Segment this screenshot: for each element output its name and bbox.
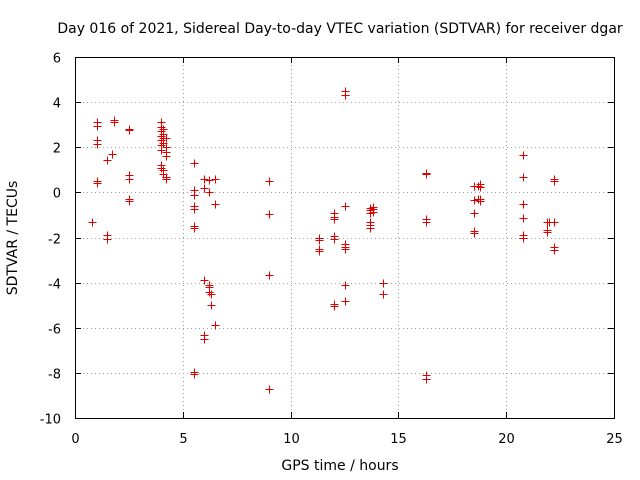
data-point-marker — [200, 335, 209, 344]
data-point-marker — [422, 375, 431, 384]
data-point-marker — [157, 146, 166, 155]
x-tick-label: 10 — [283, 432, 300, 447]
y-tick-label: -10 — [40, 413, 61, 428]
data-point-marker — [125, 175, 134, 184]
data-point-marker — [110, 118, 119, 127]
grid-lines — [75, 57, 614, 418]
data-point-marker — [207, 290, 216, 299]
data-point-marker — [200, 175, 209, 184]
data-point-marker — [190, 205, 199, 214]
data-point-marker — [93, 179, 102, 188]
data-point-marker — [315, 236, 324, 245]
data-point-marker — [519, 173, 528, 182]
data-point-marker — [211, 175, 220, 184]
data-point-marker — [330, 215, 339, 224]
data-point-marker — [341, 297, 350, 306]
data-point-marker — [470, 196, 479, 205]
data-point-marker — [205, 288, 214, 297]
data-point-marker — [341, 281, 350, 290]
data-point-marker — [162, 134, 171, 143]
data-point-marker — [519, 234, 528, 243]
data-point-marker — [88, 218, 97, 227]
data-point-marker — [103, 156, 112, 165]
data-point-marker — [330, 235, 339, 244]
y-axis-label: SDTVAR / TECUs — [5, 181, 21, 296]
data-point-marker — [470, 229, 479, 238]
data-point-marker — [330, 302, 339, 311]
data-point-marker — [519, 151, 528, 160]
y-tick-label: -2 — [48, 233, 61, 248]
data-point-marker — [476, 183, 485, 192]
data-point-marker — [369, 208, 378, 217]
data-point-marker — [550, 246, 559, 255]
x-tick-label: 0 — [71, 432, 79, 447]
data-point-marker — [379, 290, 388, 299]
data-point-marker — [93, 122, 102, 131]
data-point-marker — [422, 218, 431, 227]
data-point-marker — [550, 218, 559, 227]
data-point-marker — [519, 200, 528, 209]
data-point-marker — [341, 91, 350, 100]
x-tick-label: 20 — [498, 432, 515, 447]
data-point-marker — [125, 197, 134, 206]
data-point-marker — [125, 126, 134, 135]
data-point-marker — [366, 224, 375, 233]
x-tick-label: 15 — [390, 432, 407, 447]
data-point-marker — [341, 202, 350, 211]
data-point-marker — [162, 152, 171, 161]
data-point-marker — [200, 276, 209, 285]
y-tick-labels: -10 -8 -6 -4 -2 0 2 4 6 — [40, 52, 61, 428]
data-point-marker — [190, 191, 199, 200]
data-point-marker — [474, 195, 483, 204]
data-point-marker — [108, 150, 117, 159]
data-point-marker — [422, 170, 431, 179]
data-point-marker — [476, 197, 485, 206]
data-point-marker — [190, 370, 199, 379]
data-point-marker — [162, 175, 171, 184]
x-axis-label: GPS time / hours — [281, 458, 398, 474]
data-point-marker — [379, 279, 388, 288]
y-tick-label: 6 — [53, 52, 61, 67]
data-point-marker — [550, 177, 559, 186]
data-point-marker — [157, 164, 166, 173]
x-tick-label: 25 — [606, 432, 623, 447]
data-point-marker — [200, 184, 209, 193]
data-point-marker — [519, 214, 528, 223]
data-point-marker — [211, 200, 220, 209]
data-point-marker — [93, 140, 102, 149]
axis-ticks — [75, 57, 615, 419]
data-point-marker — [470, 209, 479, 218]
x-tick-label: 5 — [179, 432, 187, 447]
data-point-marker — [341, 245, 350, 254]
y-tick-label: -6 — [48, 323, 61, 338]
y-tick-label: 4 — [53, 97, 61, 112]
x-tick-labels: 0 5 10 15 20 25 — [71, 432, 622, 447]
data-points — [88, 87, 559, 394]
data-point-marker — [211, 321, 220, 330]
data-point-marker — [474, 182, 483, 191]
plot-frame — [75, 57, 615, 419]
data-point-marker — [265, 177, 274, 186]
data-point-marker — [265, 210, 274, 219]
y-tick-label: 2 — [53, 142, 61, 157]
data-point-marker — [265, 385, 274, 394]
data-point-marker — [103, 235, 112, 244]
data-point-marker — [190, 159, 199, 168]
data-point-marker — [315, 247, 324, 256]
y-tick-label: 0 — [53, 187, 61, 202]
data-point-marker — [205, 188, 214, 197]
y-tick-label: -8 — [48, 368, 61, 383]
data-point-marker — [207, 301, 216, 310]
data-point-marker — [543, 228, 552, 237]
chart-title: Day 016 of 2021, Sidereal Day-to-day VTE… — [57, 21, 623, 37]
y-tick-label: -4 — [48, 278, 61, 293]
data-point-marker — [205, 176, 214, 185]
data-point-marker — [190, 224, 199, 233]
data-point-marker — [265, 271, 274, 280]
